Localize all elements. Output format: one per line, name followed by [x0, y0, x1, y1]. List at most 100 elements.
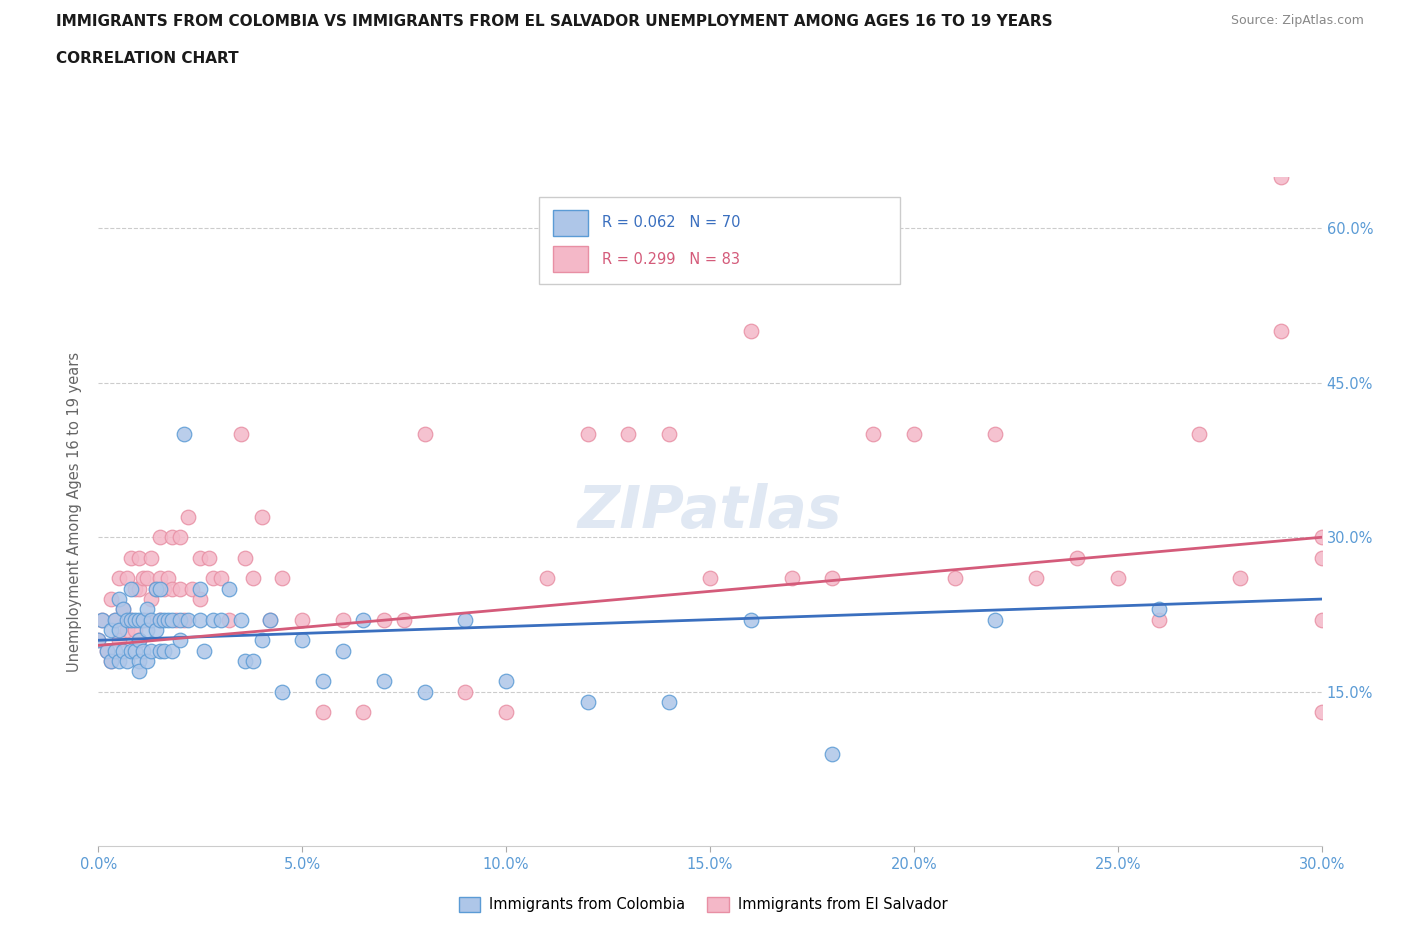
- Point: [250, 510, 273, 525]
- Point: [173, 427, 195, 442]
- Point: [100, 654, 122, 669]
- Point: [1107, 571, 1129, 586]
- Point: [145, 581, 167, 596]
- Point: [233, 654, 256, 669]
- Point: [259, 612, 281, 627]
- Point: [132, 644, 155, 658]
- Point: [242, 654, 264, 669]
- Point: [658, 427, 681, 442]
- Point: [209, 571, 232, 586]
- Point: [104, 612, 127, 627]
- Point: [128, 654, 150, 669]
- Point: [201, 571, 224, 586]
- Point: [149, 571, 172, 586]
- Text: ZIPatlas: ZIPatlas: [578, 483, 842, 540]
- Point: [218, 612, 240, 627]
- Point: [169, 612, 191, 627]
- Point: [115, 571, 138, 586]
- Point: [173, 612, 195, 627]
- Point: [111, 602, 134, 617]
- Point: [145, 581, 167, 596]
- Point: [209, 612, 232, 627]
- Point: [108, 591, 131, 606]
- Point: [454, 684, 477, 699]
- Point: [132, 612, 155, 627]
- Text: CORRELATION CHART: CORRELATION CHART: [56, 51, 239, 66]
- Point: [1270, 169, 1292, 184]
- Point: [1147, 602, 1170, 617]
- Point: [259, 612, 281, 627]
- Point: [1310, 705, 1333, 720]
- Point: [156, 571, 179, 586]
- Point: [100, 591, 122, 606]
- Point: [270, 571, 294, 586]
- Point: [124, 581, 146, 596]
- Point: [576, 695, 599, 710]
- Point: [141, 551, 163, 565]
- Point: [160, 612, 183, 627]
- Point: [124, 644, 146, 658]
- Point: [128, 632, 150, 647]
- Legend: Immigrants from Colombia, Immigrants from El Salvador: Immigrants from Colombia, Immigrants fro…: [453, 891, 953, 918]
- Point: [120, 644, 142, 658]
- Point: [291, 632, 314, 647]
- Point: [136, 654, 159, 669]
- Point: [120, 612, 142, 627]
- Point: [699, 571, 721, 586]
- Point: [87, 632, 110, 647]
- Point: [104, 644, 127, 658]
- Point: [120, 612, 142, 627]
- Point: [96, 644, 118, 658]
- Point: [1310, 612, 1333, 627]
- Point: [96, 644, 118, 658]
- Point: [1147, 612, 1170, 627]
- Point: [943, 571, 966, 586]
- Point: [115, 612, 138, 627]
- Point: [821, 746, 844, 761]
- Point: [156, 612, 179, 627]
- Point: [392, 612, 416, 627]
- Text: IMMIGRANTS FROM COLOMBIA VS IMMIGRANTS FROM EL SALVADOR UNEMPLOYMENT AMONG AGES : IMMIGRANTS FROM COLOMBIA VS IMMIGRANTS F…: [56, 14, 1053, 29]
- Point: [104, 612, 127, 627]
- Point: [149, 581, 172, 596]
- Point: [862, 427, 884, 442]
- Point: [373, 612, 395, 627]
- Point: [233, 551, 256, 565]
- Point: [177, 510, 200, 525]
- Point: [152, 581, 174, 596]
- Point: [231, 612, 253, 627]
- Point: [1188, 427, 1211, 442]
- Point: [617, 427, 640, 442]
- Point: [136, 602, 159, 617]
- Point: [87, 632, 110, 647]
- Point: [169, 581, 191, 596]
- Point: [188, 581, 212, 596]
- Point: [128, 664, 150, 679]
- Point: [169, 632, 191, 647]
- Point: [120, 551, 142, 565]
- Point: [141, 644, 163, 658]
- Point: [312, 705, 335, 720]
- Point: [1270, 324, 1292, 339]
- Point: [145, 622, 167, 637]
- Point: [136, 612, 159, 627]
- Point: [312, 674, 335, 689]
- Point: [128, 551, 150, 565]
- Point: [821, 571, 844, 586]
- Point: [332, 612, 354, 627]
- Point: [132, 571, 155, 586]
- Point: [181, 581, 204, 596]
- Point: [177, 612, 200, 627]
- Point: [984, 427, 1007, 442]
- Point: [740, 612, 762, 627]
- Point: [495, 705, 517, 720]
- FancyBboxPatch shape: [554, 246, 588, 272]
- Point: [120, 581, 142, 596]
- Point: [984, 612, 1007, 627]
- Y-axis label: Unemployment Among Ages 16 to 19 years: Unemployment Among Ages 16 to 19 years: [67, 352, 83, 671]
- Point: [740, 324, 762, 339]
- Point: [169, 530, 191, 545]
- Point: [108, 654, 131, 669]
- Point: [136, 622, 159, 637]
- Point: [160, 530, 183, 545]
